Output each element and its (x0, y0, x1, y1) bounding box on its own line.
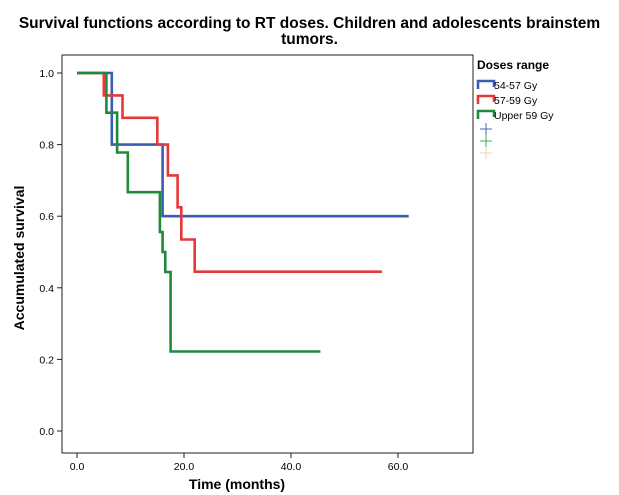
legend-swatch-57-59-gy (476, 94, 496, 104)
x-tick-label: 40.0 (281, 461, 302, 473)
y-tick-label: 0.8 (39, 140, 54, 152)
chart-title: Survival functions according to RT doses… (18, 15, 601, 48)
x-tick-label: 0.0 (70, 461, 85, 473)
plot-frame (61, 54, 474, 454)
x-tick-label: 20.0 (174, 461, 195, 473)
y-tick-label: 1.0 (39, 68, 54, 80)
survival-curve-upper-59-gy (77, 71, 321, 353)
legend-label-upper-59-gy: Upper 59 Gy (494, 110, 554, 122)
y-tick-label: 0.4 (39, 283, 54, 295)
legend: Doses range 54-57 Gy 57-59 Gy Upper 59 Gy (476, 58, 554, 159)
axes: 0.0 0.2 0.4 0.6 0.8 1.0 0.0 20.0 40.0 60.0 (39, 54, 474, 473)
series-layer (77, 71, 409, 353)
legend-label-54-57-gy: 54-57 Gy (494, 80, 538, 92)
legend-title: Doses range (477, 58, 549, 72)
x-axis-title: Time (months) (189, 476, 285, 492)
y-tick-label: 0.0 (39, 426, 54, 438)
y-tick-label: 0.6 (39, 211, 54, 223)
y-tick-label: 0.2 (39, 354, 54, 366)
survival-curve-57-59-gy (77, 71, 382, 273)
legend-swatch-54-57-gy (476, 79, 496, 89)
x-tick-label: 60.0 (388, 461, 409, 473)
y-axis-title: Accumulated survival (11, 186, 27, 331)
legend-label-57-59-gy: 57-59 Gy (494, 95, 538, 107)
survival-curve-54-57-gy (77, 71, 409, 218)
legend-swatch-upper-59-gy (476, 109, 496, 119)
